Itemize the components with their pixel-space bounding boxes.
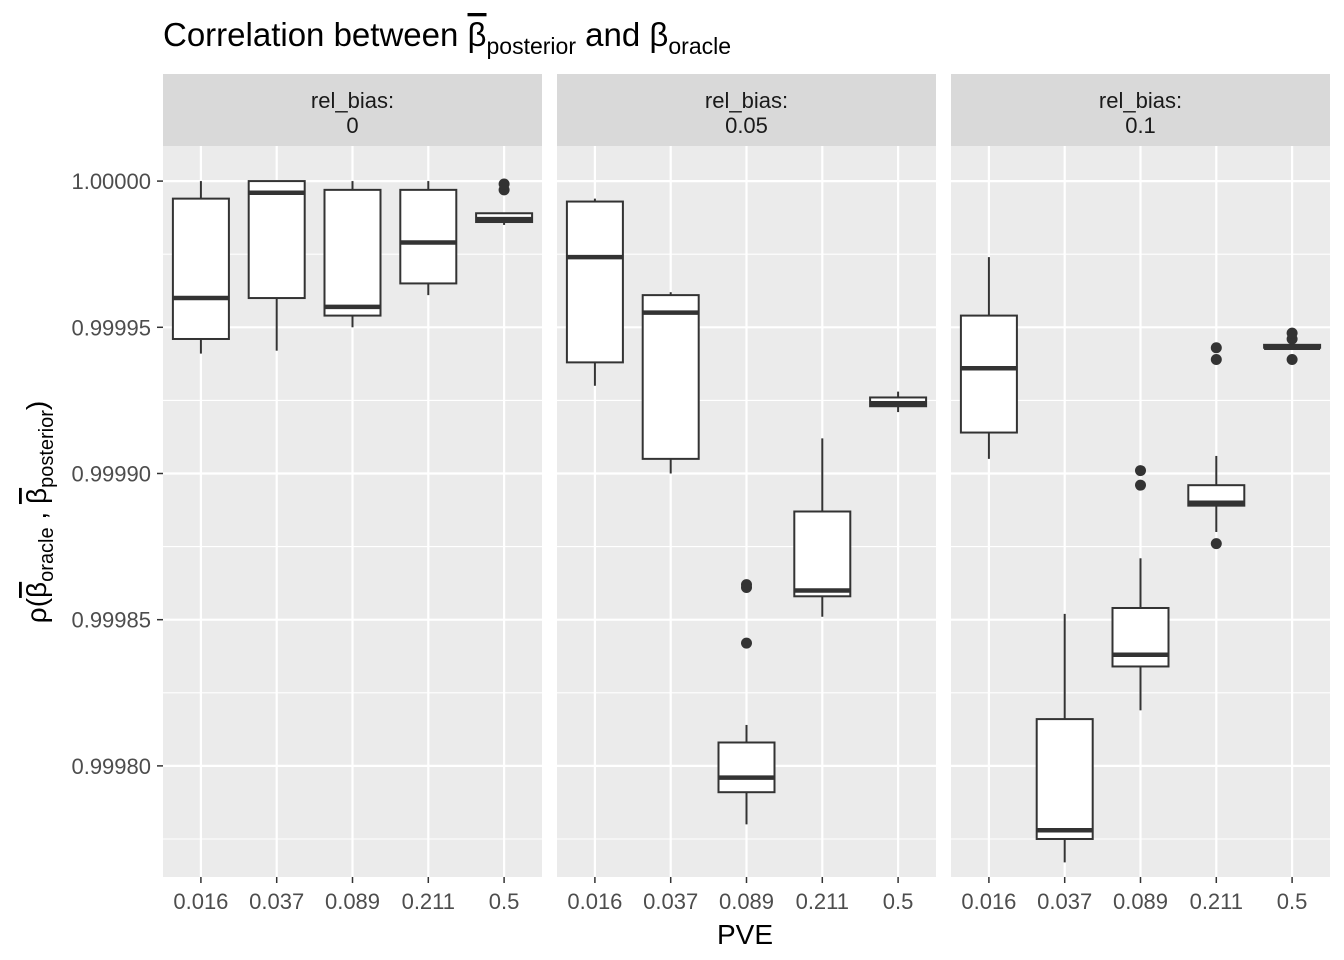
facet-strip-label: rel_bias: (311, 88, 394, 113)
box-0.037 (1035, 613, 1094, 863)
box-iqr (171, 197, 230, 340)
title-middle: and (576, 16, 649, 53)
box-0.211 (793, 438, 852, 617)
box-iqr (1111, 606, 1170, 668)
box-0.5 (475, 178, 534, 225)
box-iqr (399, 188, 458, 285)
box-0.089 (717, 579, 776, 825)
y-tick-label: 1.00000 (71, 169, 151, 194)
box-iqr (323, 188, 382, 317)
y-title-separator: , (21, 504, 52, 527)
y-title-rho: ρ( (21, 597, 52, 623)
box-iqr (1035, 718, 1094, 840)
x-tick-label: 0.5 (489, 889, 520, 914)
outlier-point (1286, 327, 1298, 339)
box-0.037 (247, 180, 306, 351)
title-posterior-subscript: posterior (487, 33, 577, 59)
outlier-point (498, 178, 510, 190)
box-0.089 (323, 181, 382, 328)
box-iqr (793, 510, 852, 598)
box-0.016 (171, 181, 230, 354)
outlier-point (1210, 353, 1222, 365)
y-tick-label: 0.99980 (71, 754, 151, 779)
x-tick-label: 0.037 (643, 889, 698, 914)
facet-panel: rel_bias:0 0.016 0.037 0.089 0.211 0.5 (163, 74, 542, 914)
y-title-posterior-subscript: posterior (36, 410, 58, 488)
box-0.037 (641, 292, 700, 474)
box-0.016 (565, 198, 624, 386)
box-0.016 (959, 257, 1018, 459)
facet-strip (951, 74, 1330, 146)
facet-strip-label: rel_bias: (1099, 88, 1182, 113)
title-oracle-subscript: oracle (668, 33, 731, 59)
box-0.211 (1187, 342, 1246, 550)
x-tick-label: 0.037 (1037, 889, 1092, 914)
title-beta-oracle: β (649, 16, 668, 53)
x-tick-label: 0.5 (1277, 889, 1308, 914)
title-beta-posterior: β (468, 16, 487, 53)
box-0.211 (399, 181, 458, 296)
y-title-beta-oracle: β (21, 582, 52, 598)
outlier-point (741, 579, 752, 591)
box-iqr (565, 200, 624, 364)
box-iqr (959, 314, 1018, 434)
x-tick-label: 0.211 (1190, 889, 1243, 914)
facet-panel: rel_bias:0.1 0.016 0.037 0.089 0.211 0.5 (951, 74, 1330, 914)
facet-strip-value: 0.1 (1125, 113, 1156, 138)
outlier-point (741, 637, 752, 649)
y-axis-title: ρ(βoracle , βposterior) (21, 401, 58, 623)
x-tick-label: 0.5 (883, 889, 914, 914)
x-axis-title: PVE (717, 919, 773, 950)
box-0.5 (1263, 327, 1322, 365)
y-title-beta-posterior: β (21, 488, 52, 504)
y-tick-label: 0.99995 (71, 315, 151, 340)
facet-strip-value: 0 (346, 113, 358, 138)
box-0.5 (869, 391, 928, 413)
outlier-point (1135, 465, 1146, 477)
x-tick-label: 0.089 (1113, 889, 1168, 914)
facet-strip-value: 0.05 (725, 113, 768, 138)
y-title-oracle-subscript: oracle (36, 527, 58, 581)
box-iqr (247, 180, 306, 300)
x-tick-label: 0.016 (567, 889, 622, 914)
box-iqr (641, 294, 700, 460)
y-tick-label: 0.99985 (71, 608, 151, 633)
chart-title: Correlation between βposterior and βorac… (163, 16, 731, 59)
x-tick-label: 0.211 (796, 889, 849, 914)
facet-strip (557, 74, 936, 146)
facet-panel: rel_bias:0.05 0.016 0.037 0.089 0.211 0.5 (557, 74, 936, 914)
facet-panels: rel_bias:00.016 0.037 0.089 0.211 0.5rel_bia… (163, 74, 1330, 914)
y-axis-ticks: 0.99980 0.99985 0.99990 0.99995 1.00000 (71, 169, 163, 779)
outlier-point (1286, 353, 1298, 365)
y-tick-label: 0.99990 (71, 461, 151, 486)
y-title-close: ) (21, 401, 52, 410)
facet-strip (163, 74, 542, 146)
box-iqr (717, 741, 776, 794)
x-tick-label: 0.016 (173, 889, 228, 914)
x-tick-label: 0.211 (402, 889, 455, 914)
x-tick-label: 0.037 (249, 889, 304, 914)
box-0.089 (1111, 465, 1170, 711)
outlier-point (1210, 342, 1222, 354)
x-tick-label: 0.016 (961, 889, 1016, 914)
facet-strip-label: rel_bias: (705, 88, 788, 113)
x-tick-label: 0.089 (325, 889, 380, 914)
outlier-point (1135, 479, 1146, 491)
title-prefix: Correlation between (163, 16, 468, 53)
x-tick-label: 0.089 (719, 889, 774, 914)
outlier-point (1210, 538, 1222, 550)
